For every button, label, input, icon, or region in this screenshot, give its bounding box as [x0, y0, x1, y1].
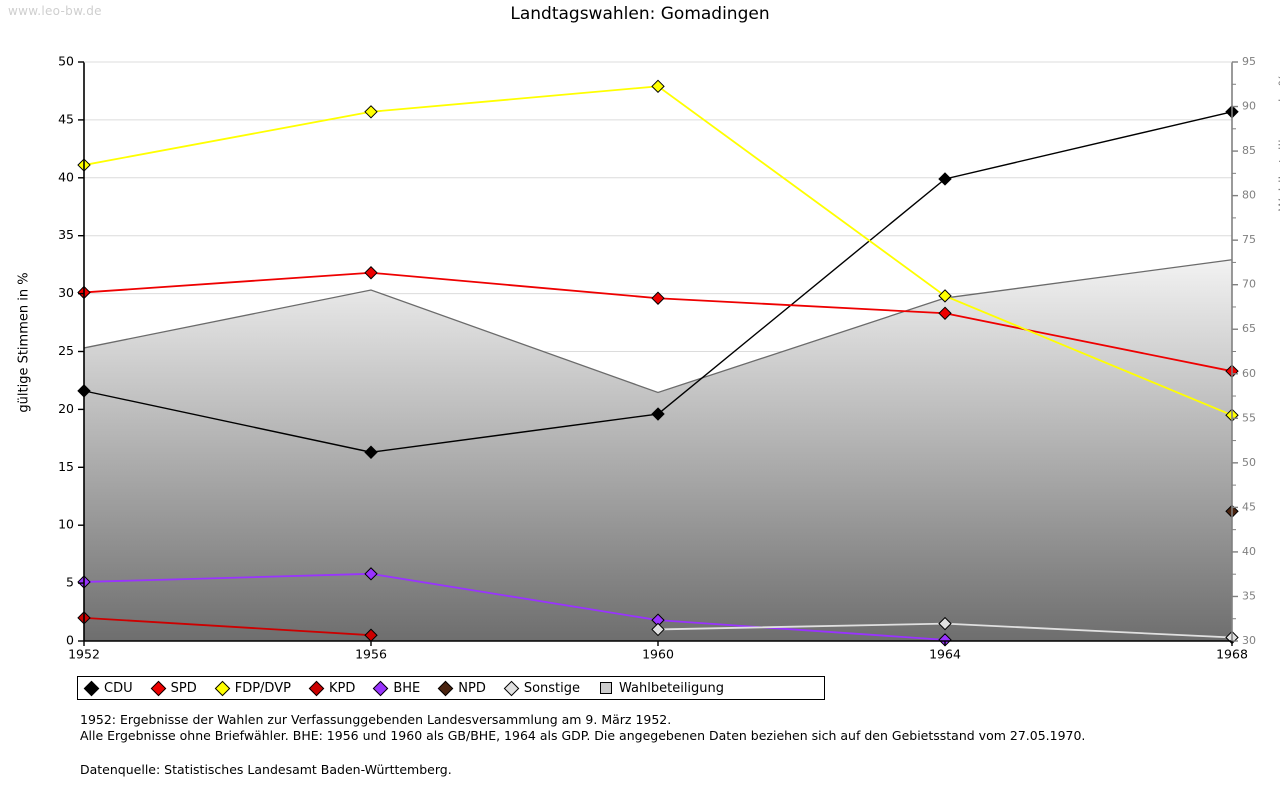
right-tick-label: 35 [1242, 589, 1256, 602]
left-tick-label: 30 [58, 285, 74, 300]
right-tick-label: 75 [1242, 233, 1256, 246]
legend: CDU SPD FDP/DVP KPD BHE NPD Sonstige Wahlbeteil… [77, 676, 825, 700]
legend-marker-spd-icon [150, 680, 166, 696]
data-point-sonstige-1964 [938, 616, 952, 631]
page-title: Landtagswahlen: Gomadingen [510, 4, 770, 24]
legend-label: SPD [170, 680, 197, 696]
left-tick-label: 20 [58, 401, 74, 416]
legend-label: Sonstige [523, 680, 581, 696]
legend-marker-sonstige-icon [503, 680, 520, 696]
right-tick-label: 60 [1242, 367, 1256, 380]
data-point-fdp-dvp-1964 [938, 289, 952, 303]
right-tick-label: 55 [1242, 411, 1256, 424]
left-tick-label: 0 [66, 633, 74, 648]
legend-item-wahlbeteiligung[interactable]: Wahlbeteiligung [600, 681, 724, 696]
axis-frame [78, 61, 1238, 646]
left-tick-label: 35 [58, 227, 74, 242]
x-tick-label: 1964 [929, 647, 961, 662]
legend-item-spd[interactable]: SPD [150, 680, 197, 696]
left-tick-label: 10 [58, 517, 74, 532]
legend-item-kpd[interactable]: KPD [308, 680, 356, 696]
left-tick-label: 40 [58, 169, 74, 184]
x-tick-label: 1968 [1216, 647, 1248, 662]
data-point-spd-1964 [938, 306, 952, 320]
legend-item-npd[interactable]: NPD [437, 680, 486, 696]
right-tick-label: 85 [1242, 144, 1256, 157]
series-line-bhe [83, 572, 946, 641]
x-tick-label: 1960 [642, 647, 674, 662]
footnote-line-1: 1952: Ergebnisse der Wahlen zur Verfassu… [80, 712, 672, 727]
right-tick-label: 50 [1242, 456, 1256, 469]
legend-marker-bhe-icon [373, 680, 389, 696]
left-tick-label: 45 [58, 111, 74, 126]
tick-labels: 0 5 10 15 20 25 30 35 40 45 50 30 35 40 45 50 55 60 65 70 75… [58, 54, 1256, 662]
x-tick-label: 1956 [355, 647, 387, 662]
data-point-spd-1960 [651, 291, 665, 305]
right-tick-label: 90 [1242, 100, 1256, 113]
series-line-kpd [83, 616, 372, 637]
legend-item-bhe[interactable]: BHE [373, 680, 421, 696]
left-tick-label: 25 [58, 343, 74, 358]
data-point-cdu-1960 [651, 407, 665, 421]
legend-item-cdu[interactable]: CDU [83, 680, 133, 696]
legend-marker-kpd-icon [308, 680, 325, 696]
legend-label: FDP/DVP [234, 680, 291, 696]
right-tick-label: 95 [1242, 55, 1256, 68]
right-tick-label: 80 [1242, 189, 1256, 202]
right-tick-label: 40 [1242, 545, 1256, 558]
data-point-cdu-1964 [938, 172, 952, 186]
data-point-fdp-dvp-1956 [364, 105, 378, 119]
footnote-source: Datenquelle: Statistisches Landesamt Bad… [80, 762, 452, 777]
right-tick-label: 30 [1242, 634, 1256, 647]
legend-label: NPD [458, 680, 486, 696]
data-point-sonstige-1960 [651, 622, 665, 637]
data-point-fdp-dvp-1960 [651, 79, 665, 94]
right-tick-label: 65 [1242, 322, 1256, 335]
data-point-cdu-1956 [364, 445, 378, 459]
legend-label: CDU [104, 680, 133, 696]
footnote-line-2: Alle Ergebnisse ohne Briefwähler. BHE: 1… [80, 728, 1086, 743]
right-tick-label: 45 [1242, 500, 1256, 513]
data-point-spd-1956 [364, 266, 378, 280]
legend-item-fdp-dvp[interactable]: FDP/DVP [214, 680, 291, 696]
legend-marker-wahlbeteiligung-icon [600, 682, 613, 694]
left-tick-label: 5 [66, 575, 74, 590]
data-point-bhe-1956 [364, 567, 378, 581]
left-tick-label: 50 [58, 54, 74, 69]
footnotes: 1952: Ergebnisse der Wahlen zur Verfassu… [80, 712, 1180, 777]
watermark: www.leo-bw.de [8, 4, 102, 18]
legend-label: BHE [393, 680, 421, 696]
left-tick-label: 15 [58, 459, 74, 474]
legend-marker-cdu-icon [83, 680, 100, 696]
legend-marker-npd-icon [437, 680, 454, 696]
wahlbeteiligung-area [83, 259, 1233, 641]
legend-label: KPD [328, 680, 356, 696]
legend-marker-fdp-dvp-icon [214, 680, 230, 696]
right-tick-label: 70 [1242, 278, 1256, 291]
x-tick-label: 1952 [68, 647, 100, 662]
legend-item-sonstige[interactable]: Sonstige [503, 680, 581, 696]
legend-label: Wahlbeteiligung [619, 680, 725, 696]
